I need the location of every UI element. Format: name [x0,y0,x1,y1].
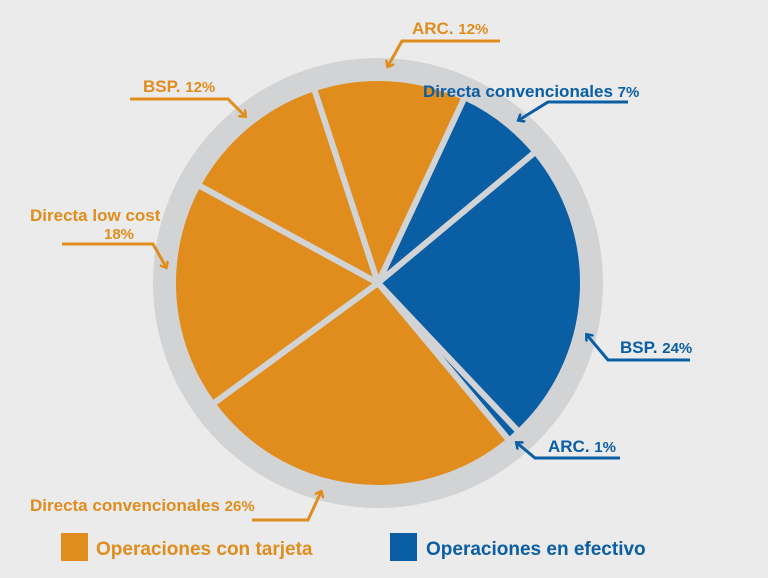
arrow-bsp-12 [130,97,245,116]
label-bsp-24: BSP. 24% [620,338,692,357]
pie-slices [170,75,586,491]
label-directa-low-cost: Directa low cost [30,206,161,225]
label-arc-1: ARC. 1% [548,437,616,456]
label-directa-conv-7: Directa convencionales 7% [423,82,639,101]
arrow-arc-12 [388,39,500,66]
arrow-low-cost-18 [62,242,166,267]
arrow-arc-1 [517,443,620,460]
legend-label-efectivo: Operaciones en efectivo [426,539,646,560]
arrow-directa-conv-7 [519,100,628,120]
legend-swatch-tarjeta [61,533,88,561]
pie-slice-6 [310,75,468,286]
legend-label-tarjeta: Operaciones con tarjeta [96,539,313,560]
arrow-bsp-24 [587,335,690,362]
label-bsp-12: BSP. 12% [143,77,215,96]
pie-slice-1 [375,148,586,435]
legend-swatch-efectivo [390,533,417,561]
arrow-directa-conv-26 [252,492,321,522]
pie-slice-3 [209,280,513,491]
pie-slice-4 [170,181,381,408]
pie-slice-5 [195,85,381,286]
label-directa-conv-26: Directa convencionales 26% [30,496,255,515]
label-pct-18: 18% [104,226,134,243]
label-arc-12: ARC. 12% [412,19,488,38]
